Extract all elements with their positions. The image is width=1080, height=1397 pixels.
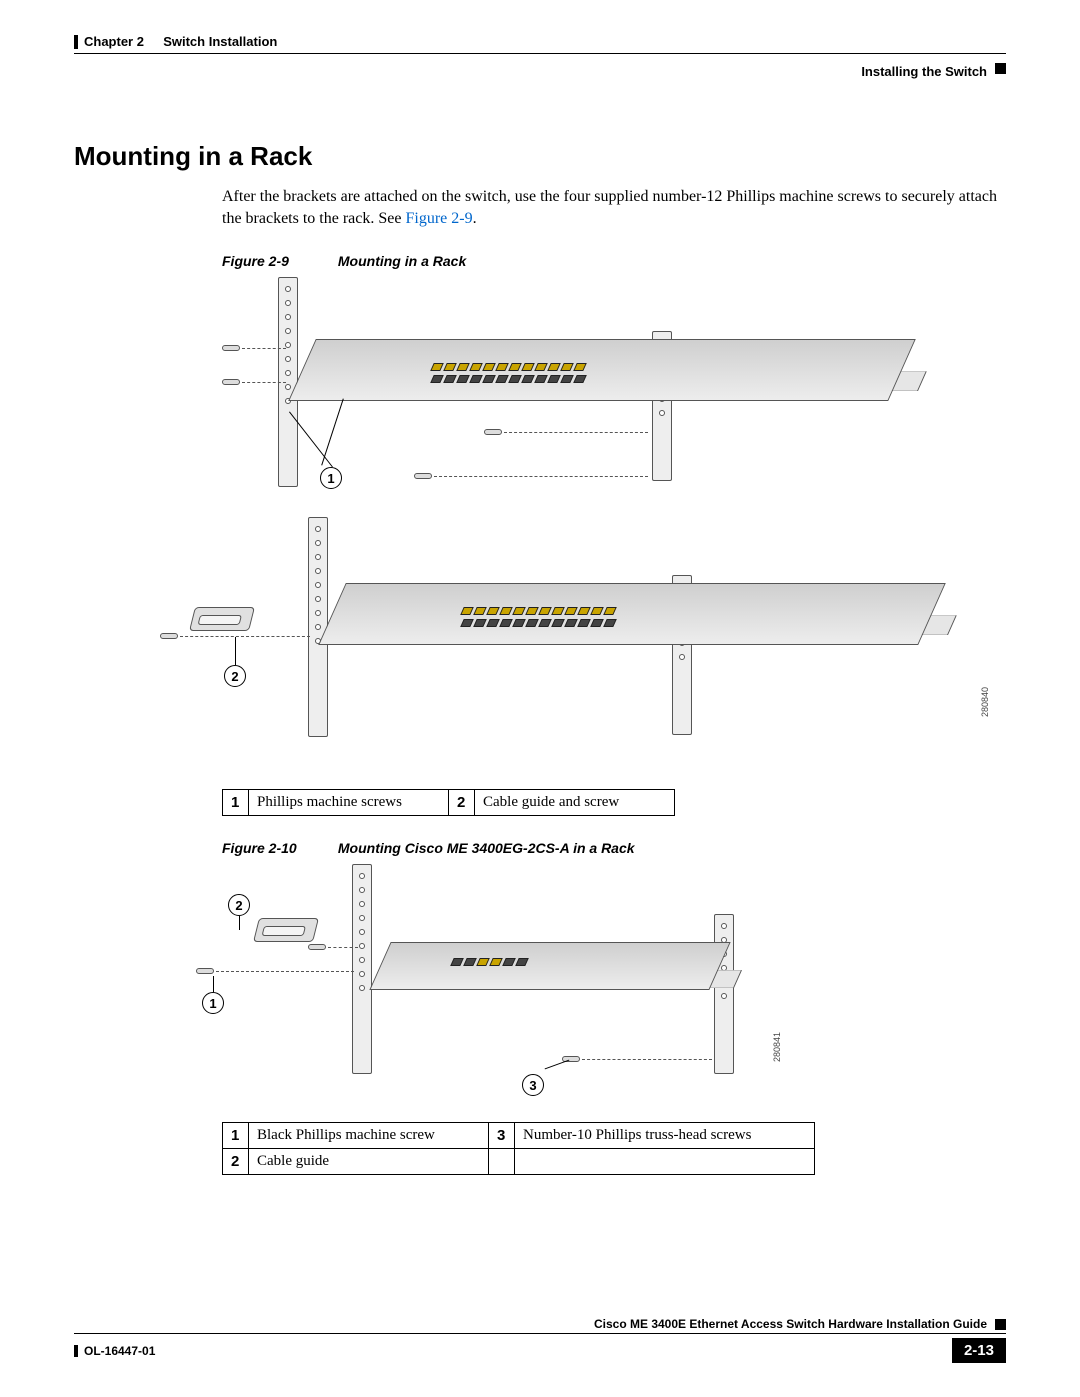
header-square-icon xyxy=(995,63,1006,74)
screw-dashed-line xyxy=(242,382,286,383)
page-footer: Cisco ME 3400E Ethernet Access Switch Ha… xyxy=(74,1317,1006,1363)
port-group-1 xyxy=(430,363,587,371)
figure-2-9-label: Figure 2-9 xyxy=(222,253,334,269)
footer-tick-icon xyxy=(74,1345,78,1357)
body-text-2: . xyxy=(473,210,477,227)
callout-num xyxy=(489,1149,515,1175)
screw-icon xyxy=(160,633,178,639)
chassis-front xyxy=(369,942,730,990)
screw-icon xyxy=(222,379,240,385)
figure-2-10-callout-table: 1 Black Phillips machine screw 3 Number-… xyxy=(222,1122,815,1175)
chapter-title: Switch Installation xyxy=(163,34,277,49)
screw-dashed-line xyxy=(180,636,310,637)
port-group xyxy=(450,958,529,966)
screw-icon xyxy=(484,429,502,435)
figure-2-9-caption: Figure 2-9 Mounting in a Rack xyxy=(222,253,1006,269)
figure-2-10-caption: Figure 2-10 Mounting Cisco ME 3400EG-2CS… xyxy=(222,840,1006,856)
callout-num: 2 xyxy=(223,1149,249,1175)
callout-2-line xyxy=(235,637,236,665)
rack-rail-left xyxy=(352,864,372,1074)
callout-line xyxy=(213,976,214,992)
callout-num: 1 xyxy=(223,1123,249,1149)
callout-3: 3 xyxy=(522,1074,544,1096)
screw-dashed-line xyxy=(328,947,358,948)
callout-2: 2 xyxy=(224,665,246,687)
body-text-1: After the brackets are attached on the s… xyxy=(222,188,997,227)
footer-rule xyxy=(74,1333,1006,1334)
figure-2-9-device-bottom: 2 280840 xyxy=(222,517,982,777)
figure-2-9: 1 2 280840 xyxy=(222,277,1006,777)
callout-text: Number-10 Phillips truss-head screws xyxy=(515,1123,815,1149)
callout-line xyxy=(545,1060,570,1070)
figure-2-10-title: Mounting Cisco ME 3400EG-2CS-A in a Rack xyxy=(338,840,635,856)
footer-guide-row: Cisco ME 3400E Ethernet Access Switch Ha… xyxy=(74,1317,1006,1331)
callout-text: Cable guide xyxy=(249,1149,489,1175)
footer-doc-number: OL-16447-01 xyxy=(84,1344,155,1358)
figure-side-number: 280841 xyxy=(772,1032,782,1062)
page-number-badge: 2-13 xyxy=(952,1338,1006,1363)
callout-line xyxy=(239,916,240,930)
chassis-front xyxy=(318,583,946,645)
footer-doc: OL-16447-01 xyxy=(74,1344,155,1358)
callout-num: 3 xyxy=(489,1123,515,1149)
table-row: 2 Cable guide xyxy=(223,1149,815,1175)
chapter-label: Chapter 2 xyxy=(84,34,144,49)
screw-icon xyxy=(196,968,214,974)
figure-link[interactable]: Figure 2-9 xyxy=(405,210,472,227)
callout-1: 1 xyxy=(320,467,342,489)
callout-1: 1 xyxy=(202,992,224,1014)
screw-dashed-line xyxy=(434,476,648,477)
callout-text: Phillips machine screws xyxy=(249,790,449,816)
screw-dashed-line xyxy=(242,348,286,349)
callout-text: Black Phillips machine screw xyxy=(249,1123,489,1149)
header-rule xyxy=(74,53,1006,54)
port-group-2 xyxy=(460,619,617,627)
section-heading: Mounting in a Rack xyxy=(74,141,1006,172)
header-section-right: Installing the Switch xyxy=(861,64,987,79)
figure-2-10: 1 2 3 280841 xyxy=(222,864,862,1104)
callout-text: Cable guide and screw xyxy=(475,790,675,816)
callout-2: 2 xyxy=(228,894,250,916)
cable-guide-icon xyxy=(253,918,319,942)
section-body: After the brackets are attached on the s… xyxy=(222,186,1006,229)
screw-dashed-line xyxy=(216,971,354,972)
callout-text xyxy=(515,1149,815,1175)
rack-rail-right xyxy=(714,914,734,1074)
port-group-2 xyxy=(430,375,587,383)
table-row: 1 Phillips machine screws 2 Cable guide … xyxy=(223,790,675,816)
figure-2-9-device-top: 1 xyxy=(222,277,982,517)
header-left: Chapter 2 Switch Installation xyxy=(74,34,277,49)
table-row: 1 Black Phillips machine screw 3 Number-… xyxy=(223,1123,815,1149)
screw-icon xyxy=(222,345,240,351)
page-header: Chapter 2 Switch Installation xyxy=(74,34,1006,49)
screw-icon xyxy=(414,473,432,479)
screw-dashed-line xyxy=(504,432,648,433)
callout-num: 1 xyxy=(223,790,249,816)
footer-guide-title: Cisco ME 3400E Ethernet Access Switch Ha… xyxy=(594,1317,987,1331)
figure-side-number: 280840 xyxy=(980,687,990,717)
cable-guide-icon xyxy=(189,607,255,631)
callout-num: 2 xyxy=(449,790,475,816)
port-group-1 xyxy=(460,607,617,615)
figure-2-10-label: Figure 2-10 xyxy=(222,840,334,856)
chassis-front xyxy=(288,339,916,401)
footer-square-icon xyxy=(995,1319,1006,1330)
header-tick-icon xyxy=(74,35,78,49)
figure-2-9-title: Mounting in a Rack xyxy=(338,253,466,269)
screw-icon xyxy=(308,944,326,950)
screw-dashed-line xyxy=(582,1059,712,1060)
figure-2-9-callout-table: 1 Phillips machine screws 2 Cable guide … xyxy=(222,789,675,816)
